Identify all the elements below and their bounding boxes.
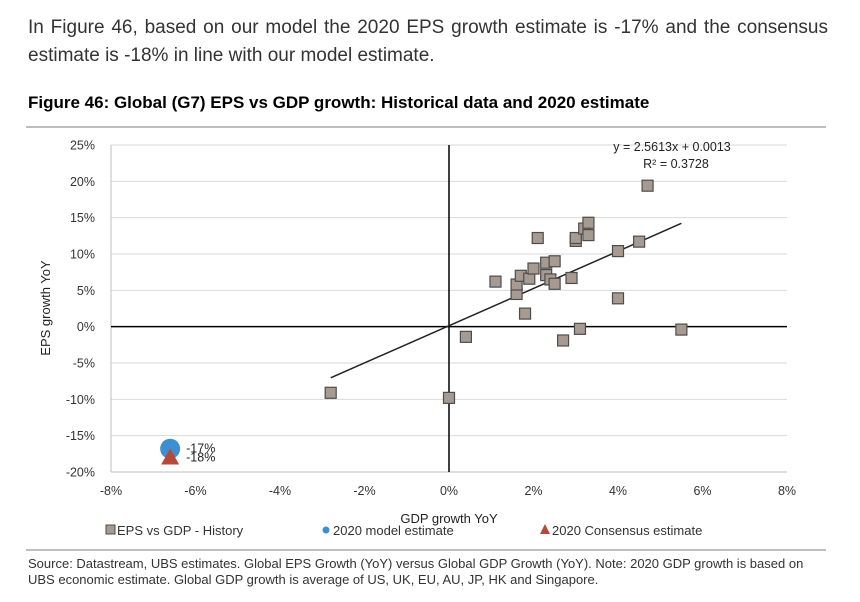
title-rule: [26, 126, 826, 128]
x-tick-label: 6%: [693, 484, 711, 498]
y-tick-label: -10%: [66, 393, 95, 407]
history-point: [582, 216, 595, 229]
x-tick-label: 4%: [609, 484, 627, 498]
x-axis-title: GDP growth YoY: [400, 511, 498, 526]
trend-line: [330, 222, 682, 379]
y-tick-labels: 25% 20% 15% 10% 5% 0% -5% -10% -15% -20%: [66, 139, 95, 480]
history-point: [633, 235, 646, 248]
history-point: [573, 322, 587, 335]
legend-label: EPS vs GDP - History: [117, 523, 244, 538]
history-point: [523, 272, 536, 285]
y-tick-label: 0%: [77, 320, 95, 334]
x-tick-label: 8%: [778, 484, 796, 498]
history-point: [582, 229, 595, 242]
y-tick-label: -5%: [73, 357, 95, 371]
history-point: [641, 179, 654, 192]
legend-marker-history: [105, 524, 116, 535]
trend-r-squared: R² = 0.3728: [643, 157, 709, 171]
legend-label: 2020 Consensus estimate: [552, 523, 702, 538]
history-point: [518, 307, 532, 320]
history-point: [324, 386, 337, 399]
model-estimate-label: -17%: [186, 442, 215, 456]
x-tick-labels: -8% -6% -4% -2% 0% 2% 4% 6% 8%: [100, 484, 796, 498]
x-tick-label: -2%: [353, 484, 375, 498]
history-point: [675, 323, 688, 336]
x-tick-label: -6%: [184, 484, 206, 498]
history-point: [548, 255, 561, 268]
history-point: [548, 277, 561, 290]
figure-title: Figure 46: Global (G7) EPS vs GDP growth…: [28, 93, 650, 112]
history-point: [459, 330, 472, 343]
data-points: -17%-18%: [160, 179, 688, 465]
x-tick-label: -8%: [100, 484, 122, 498]
x-tick-label: -4%: [269, 484, 291, 498]
axes: [110, 145, 787, 473]
y-tick-label: 15%: [70, 211, 95, 225]
source-rule: [26, 549, 826, 551]
history-point: [527, 262, 540, 275]
history-point: [531, 231, 544, 245]
legend-marker-model: [322, 526, 330, 534]
history-point: [611, 244, 625, 258]
y-tick-label: 20%: [70, 175, 95, 189]
x-tick-label: 0%: [440, 484, 458, 498]
consensus-estimate-label: -18%: [186, 450, 215, 464]
history-point: [556, 334, 570, 347]
legend: EPS vs GDP - History 2020 model estimate 2…: [105, 523, 702, 538]
history-point: [569, 231, 582, 245]
legend-label: 2020 model estimate: [333, 523, 454, 538]
y-axis-title: EPS growth YoY: [38, 260, 53, 356]
legend-marker-consensus: [540, 524, 550, 534]
source-note: Source: Datastream, UBS estimates. Globa…: [28, 556, 804, 587]
consensus-estimate-point: [161, 448, 180, 465]
y-tick-label: -20%: [66, 466, 95, 480]
history-point: [489, 275, 502, 288]
history-point: [565, 271, 578, 285]
trend-equation: y = 2.5613x + 0.0013: [613, 140, 731, 154]
history-point: [442, 391, 456, 404]
history-point: [611, 292, 625, 305]
y-tick-label: 5%: [77, 284, 95, 298]
x-tick-label: 2%: [524, 484, 542, 498]
y-tick-label: 25%: [70, 139, 95, 153]
intro-paragraph: In Figure 46, based on our model the 202…: [28, 17, 828, 66]
y-tick-label: -15%: [66, 429, 95, 443]
y-tick-label: 10%: [70, 248, 95, 262]
